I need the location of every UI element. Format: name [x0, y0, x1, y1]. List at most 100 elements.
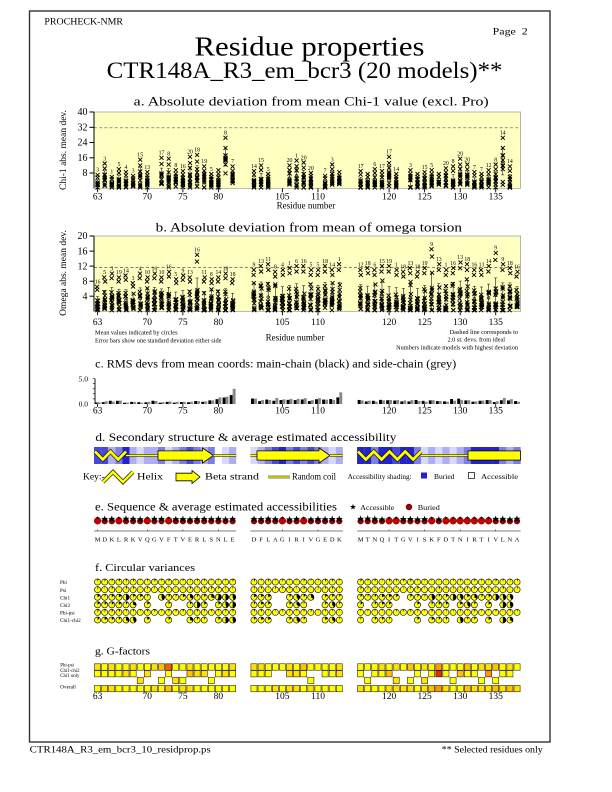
- svg-text:A: A: [515, 537, 520, 544]
- svg-text:7: 7: [473, 165, 476, 171]
- svg-text:G: G: [152, 537, 157, 544]
- svg-text:16: 16: [95, 280, 101, 286]
- svg-text:Chi1: Chi1: [60, 595, 70, 601]
- svg-text:Beta strand: Beta strand: [205, 473, 259, 483]
- svg-text:14: 14: [393, 167, 399, 173]
- svg-text:105: 105: [275, 193, 290, 203]
- svg-text:20: 20: [308, 166, 314, 172]
- svg-text:I: I: [466, 537, 468, 544]
- svg-text:18: 18: [194, 148, 200, 154]
- svg-text:105: 105: [275, 407, 290, 417]
- svg-text:N: N: [508, 537, 513, 544]
- svg-text:12: 12: [358, 263, 364, 269]
- svg-text:F: F: [167, 537, 171, 544]
- svg-text:3: 3: [110, 266, 113, 272]
- svg-text:15: 15: [137, 153, 143, 159]
- svg-text:70: 70: [143, 407, 153, 417]
- svg-text:R: R: [472, 537, 477, 544]
- svg-text:19: 19: [201, 159, 207, 165]
- svg-text:2.0 st. devs. from ideal: 2.0 st. devs. from ideal: [447, 337, 505, 344]
- svg-text:9: 9: [494, 246, 497, 252]
- svg-text:10: 10: [159, 270, 165, 276]
- svg-text:110: 110: [311, 407, 325, 417]
- svg-text:18: 18: [322, 259, 328, 265]
- svg-text:4: 4: [139, 266, 142, 272]
- svg-text:3: 3: [409, 163, 412, 169]
- svg-text:K: K: [131, 537, 136, 544]
- svg-text:Psi: Psi: [60, 588, 67, 594]
- svg-text:G: G: [280, 537, 285, 544]
- svg-text:125: 125: [417, 318, 432, 328]
- svg-text:5: 5: [103, 270, 106, 276]
- svg-text:D: D: [444, 537, 449, 544]
- svg-text:5: 5: [210, 167, 213, 173]
- svg-text:Helix: Helix: [137, 473, 163, 483]
- svg-text:15: 15: [258, 158, 264, 164]
- svg-text:3: 3: [96, 168, 99, 174]
- svg-text:Numbers indicate models with h: Numbers indicate models with highest dev…: [396, 345, 519, 352]
- svg-text:I: I: [388, 537, 390, 544]
- svg-text:8: 8: [83, 168, 88, 179]
- svg-text:20: 20: [78, 231, 88, 242]
- svg-text:17: 17: [159, 151, 165, 157]
- svg-text:20: 20: [301, 155, 307, 161]
- svg-text:120: 120: [382, 407, 397, 417]
- svg-text:N: N: [458, 537, 463, 544]
- svg-text:5: 5: [117, 162, 120, 168]
- svg-text:Random coil: Random coil: [292, 473, 336, 483]
- svg-text:CTR148A_R3_em_bcr3 (20 models): CTR148A_R3_em_bcr3 (20 models)**: [107, 58, 503, 84]
- svg-text:V: V: [309, 537, 314, 544]
- svg-text:Chi2: Chi2: [60, 603, 70, 609]
- svg-text:120: 120: [382, 193, 397, 203]
- svg-text:1: 1: [395, 263, 398, 269]
- svg-text:L: L: [117, 537, 121, 544]
- svg-text:17: 17: [386, 150, 392, 156]
- svg-text:E: E: [231, 537, 235, 544]
- svg-text:Q: Q: [145, 537, 150, 544]
- svg-text:14: 14: [500, 131, 506, 137]
- svg-text:T: T: [451, 537, 455, 544]
- svg-text:Dashed line corresponds to: Dashed line corresponds to: [450, 329, 518, 336]
- svg-text:20: 20: [187, 150, 193, 156]
- svg-text:V: V: [493, 537, 498, 544]
- svg-text:63: 63: [93, 193, 103, 203]
- svg-text:b. Absolute deviation from mea: b. Absolute deviation from mean of omega…: [156, 220, 463, 234]
- svg-text:1: 1: [110, 170, 113, 176]
- svg-text:17: 17: [379, 164, 385, 170]
- svg-text:19: 19: [422, 261, 428, 267]
- svg-text:80: 80: [214, 193, 224, 203]
- svg-text:11: 11: [201, 270, 207, 276]
- svg-text:N: N: [372, 537, 377, 544]
- svg-text:8: 8: [83, 276, 88, 287]
- svg-text:110: 110: [311, 193, 325, 203]
- svg-text:R: R: [294, 537, 299, 544]
- svg-text:110: 110: [311, 318, 325, 328]
- svg-text:9: 9: [181, 268, 184, 274]
- svg-text:F: F: [259, 537, 263, 544]
- svg-text:D: D: [102, 537, 107, 544]
- svg-text:120: 120: [382, 692, 397, 702]
- svg-text:135: 135: [489, 318, 504, 328]
- svg-text:13: 13: [436, 257, 442, 263]
- svg-text:9: 9: [253, 263, 256, 269]
- svg-text:4: 4: [125, 165, 128, 171]
- svg-text:130: 130: [453, 692, 468, 702]
- svg-text:5: 5: [317, 263, 320, 269]
- svg-text:Residue properties: Residue properties: [195, 32, 425, 62]
- svg-text:R: R: [195, 537, 200, 544]
- svg-text:Mean values indicated by circl: Mean values indicated by circles: [95, 330, 178, 337]
- svg-text:75: 75: [178, 193, 188, 203]
- svg-text:T: T: [366, 537, 370, 544]
- svg-text:16: 16: [450, 261, 456, 267]
- svg-text:7: 7: [480, 167, 483, 173]
- svg-text:c. RMS devs from mean coords:: c. RMS devs from mean coords: main-chain…: [95, 358, 456, 370]
- svg-text:70: 70: [143, 318, 153, 328]
- svg-text:18: 18: [507, 261, 513, 267]
- svg-text:3: 3: [331, 157, 334, 163]
- svg-text:70: 70: [143, 193, 153, 203]
- svg-text:Chi-1 abs. mean dev.: Chi-1 abs. mean dev.: [59, 110, 69, 190]
- svg-text:20: 20: [457, 152, 463, 158]
- svg-text:14: 14: [216, 270, 222, 276]
- svg-text:130: 130: [453, 407, 468, 417]
- svg-text:24: 24: [78, 138, 88, 149]
